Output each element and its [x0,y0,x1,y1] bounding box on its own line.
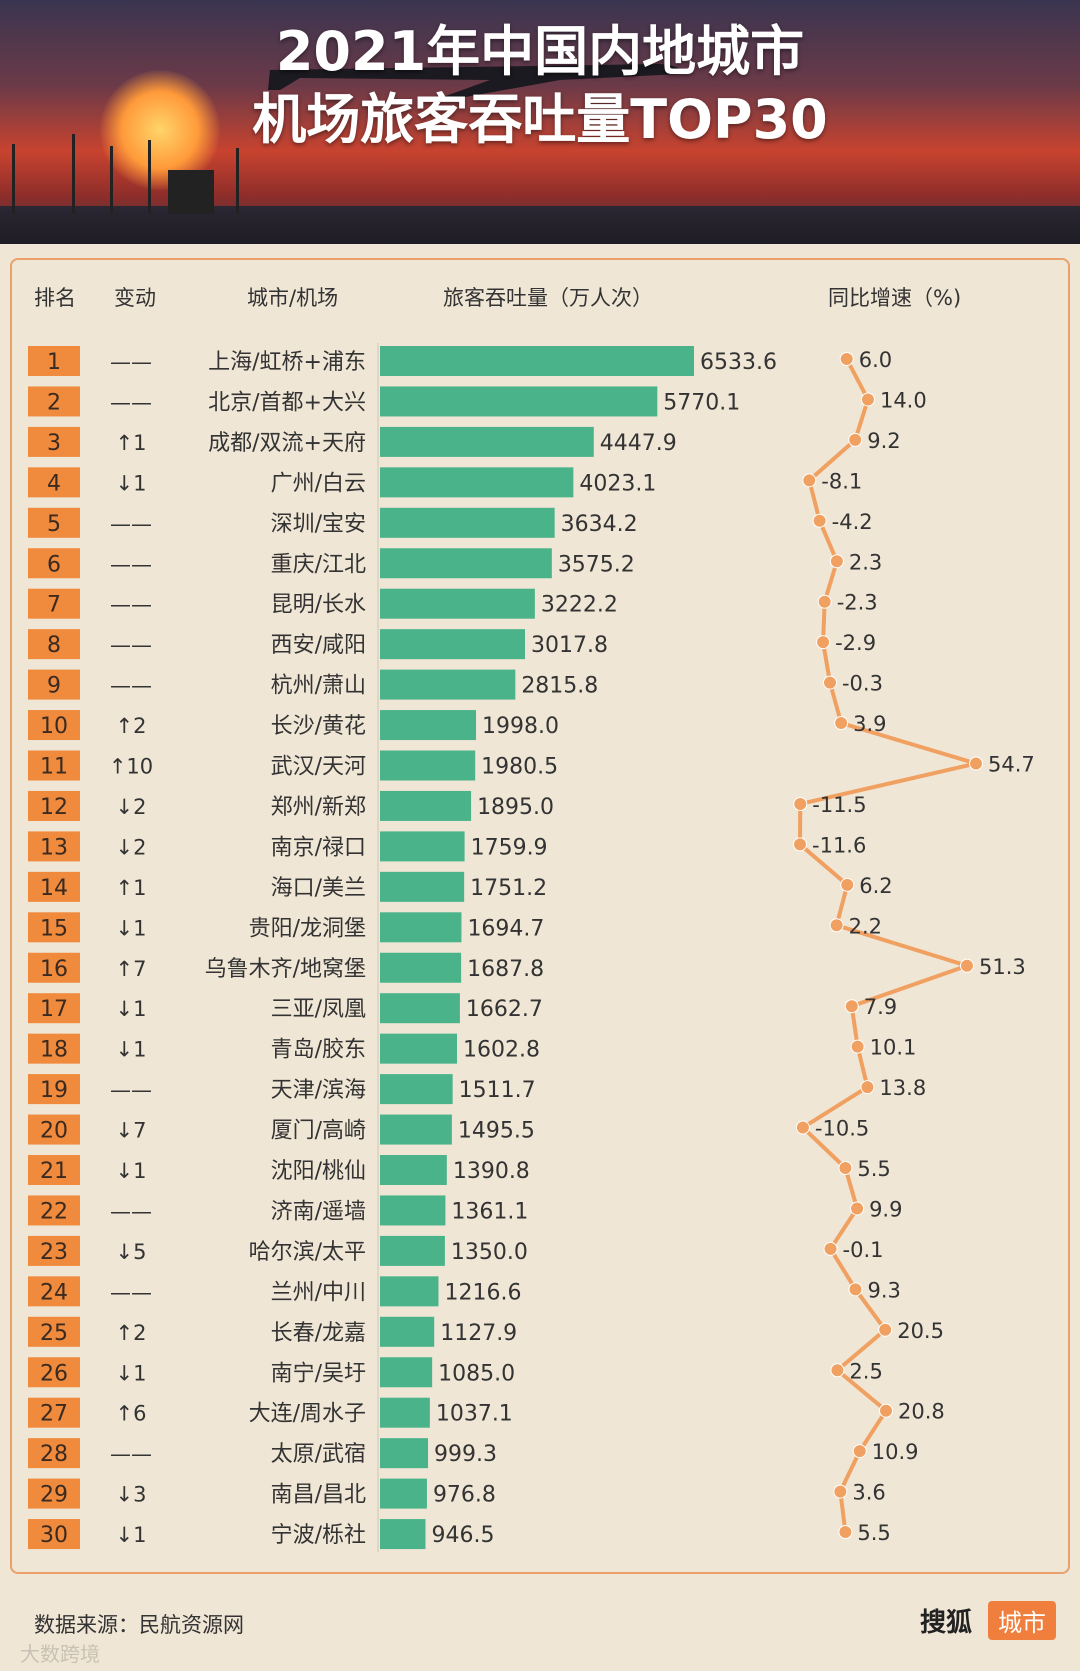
data-source: 数据来源：民航资源网 [34,1613,244,1637]
chart-panel [10,258,1070,1574]
column-header-city: 城市/机场 [247,286,339,310]
watermark: 大数跨境 [20,1642,100,1666]
column-header-growth: 同比增速（%) [828,286,962,310]
page-title: 2021年中国内地城市 机场旅客吞吐量TOP30 [252,20,828,151]
turbine-pole [148,140,151,214]
horizon-strip [0,206,1080,244]
header-banner: 2021年中国内地城市 机场旅客吞吐量TOP30 [0,0,1080,244]
brand-logo: 搜狐 [920,1608,973,1638]
turbine-pole [236,148,239,214]
column-header-change: 变动 [114,286,156,310]
control-tower [168,170,214,214]
brand-tag: 城市 [988,1601,1056,1640]
turbine-pole [72,134,75,214]
turbine-pole [12,144,15,214]
airplane-silhouette [268,64,681,98]
column-header-passengers: 旅客吞吐量（万人次） [443,286,653,310]
turbine-pole [110,146,113,214]
column-header-rank: 排名 [34,286,76,310]
